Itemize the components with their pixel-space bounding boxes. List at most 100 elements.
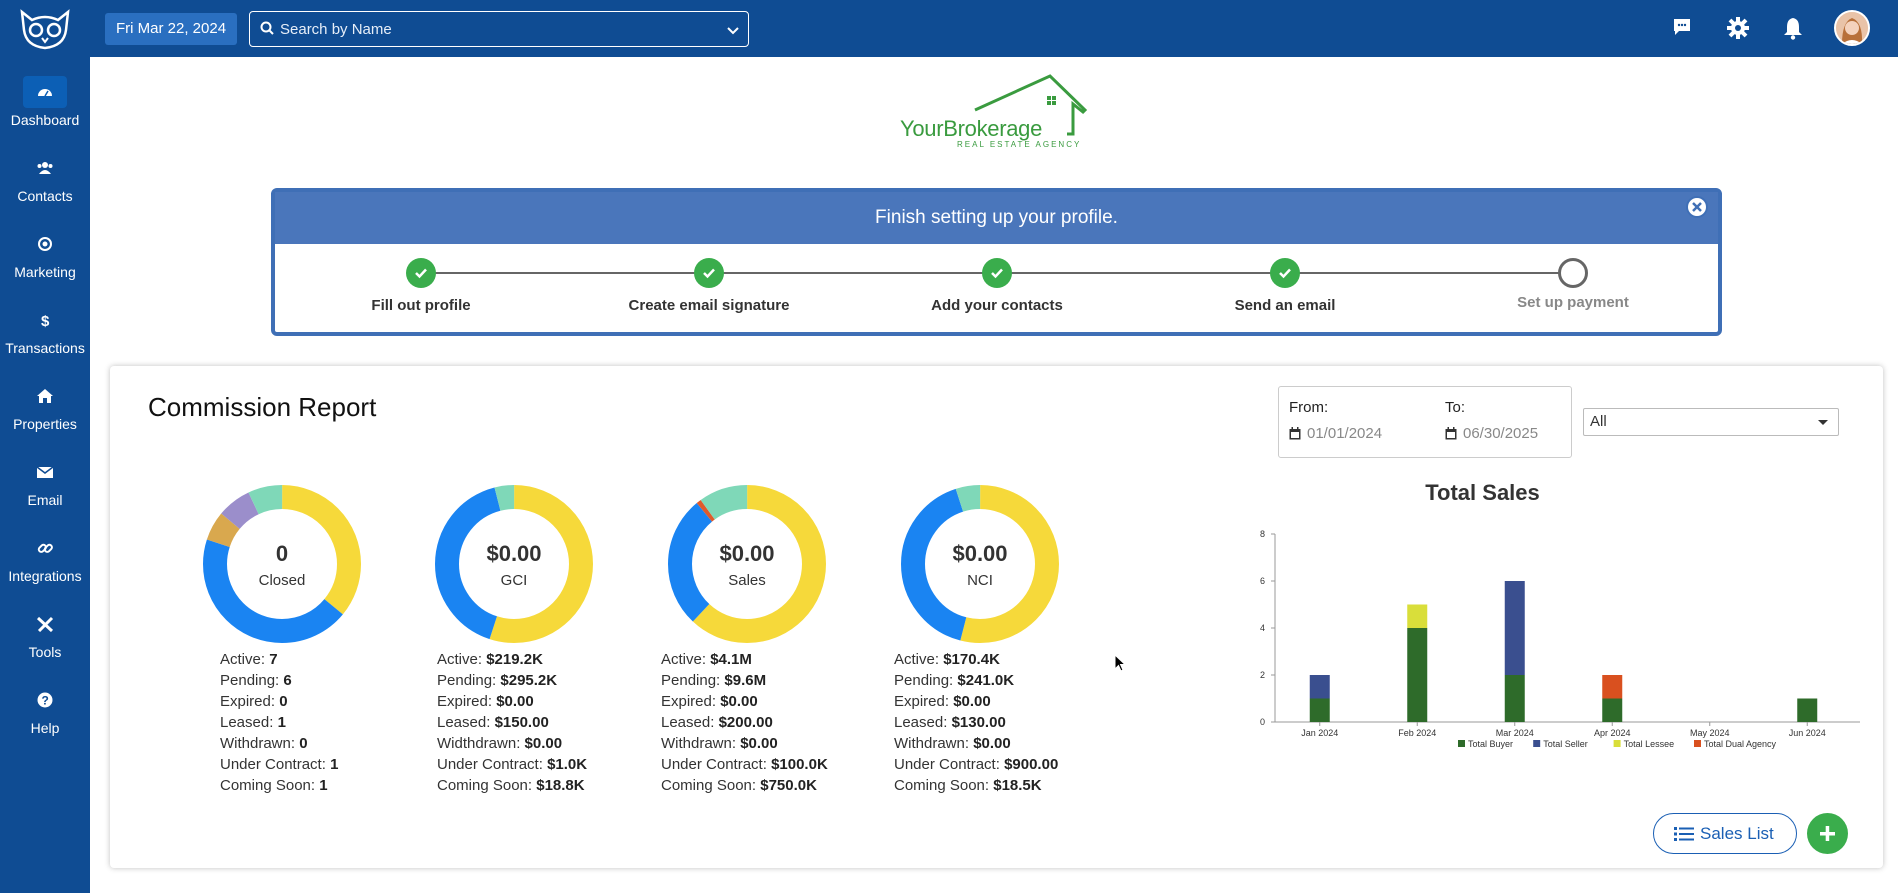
envelope-icon <box>23 456 67 488</box>
setup-step[interactable]: Fill out profile <box>321 258 521 314</box>
bar-total-buyer <box>1407 628 1428 722</box>
stat-value: 0 <box>279 693 288 710</box>
avatar[interactable] <box>1834 10 1870 46</box>
current-date[interactable]: Fri Mar 22, 2024 <box>105 13 238 45</box>
caret-down-icon <box>1818 420 1828 425</box>
stat-value: 1 <box>330 756 339 773</box>
stat-row: Leased: 1 <box>220 712 338 733</box>
stat-row: Leased: $200.00 <box>661 712 828 733</box>
setup-step[interactable]: Set up payment <box>1473 258 1673 311</box>
donut-value: 0 <box>275 541 289 566</box>
link-icon <box>23 532 67 564</box>
to-date-field[interactable]: 06/30/2025 <box>1445 425 1538 444</box>
y-tick-label: 2 <box>1260 670 1265 680</box>
step-label: Set up payment <box>1517 294 1629 311</box>
sidebar-item-label: Properties <box>13 416 77 432</box>
legend-label: Total Buyer <box>1468 739 1513 749</box>
stat-key: Active: <box>894 651 940 668</box>
donut-segment <box>435 485 593 643</box>
topbar: Fri Mar 22, 2024 <box>90 0 1898 57</box>
search-icon <box>260 21 274 40</box>
x-tick-label: Apr 2024 <box>1594 728 1631 738</box>
stat-value: $18.8K <box>536 777 585 794</box>
x-tick-label: Jan 2024 <box>1301 728 1338 738</box>
legend-label: Total Seller <box>1543 739 1588 749</box>
bell-icon[interactable] <box>1782 16 1808 42</box>
stat-key: Expired: <box>661 693 717 710</box>
step-label: Send an email <box>1234 297 1336 314</box>
sales-list-button[interactable]: Sales List <box>1653 813 1797 854</box>
chat-icon[interactable] <box>1671 16 1697 42</box>
donut-segment <box>203 485 361 643</box>
sidebar-item-email[interactable]: Email <box>0 446 90 522</box>
donut-stats: Active: $170.4K Pending: $241.0K Expired: … <box>894 649 1058 796</box>
sales-list-label: Sales List <box>1700 824 1774 843</box>
donut-chart-nci: $0.00 NCI <box>900 484 1060 644</box>
stat-key: Active: <box>661 651 707 668</box>
sidebar-item-label: Help <box>30 720 60 736</box>
setup-step[interactable]: Add your contacts <box>897 258 1097 314</box>
close-icon[interactable] <box>1686 196 1708 218</box>
stat-key: Coming Soon: <box>437 777 533 794</box>
chevron-down-icon[interactable] <box>726 23 740 41</box>
filter-select[interactable]: All <box>1583 408 1839 436</box>
stat-row: Active: $4.1M <box>661 649 828 670</box>
sidebar-item-dashboard[interactable]: Dashboard <box>0 66 90 142</box>
stat-row: Withdrawn: $0.00 <box>661 733 828 754</box>
stat-row: Leased: $150.00 <box>437 712 587 733</box>
stat-key: Active: <box>437 651 483 668</box>
stat-value: 1 <box>319 777 328 794</box>
sidebar-item-help[interactable]: ? Help <box>0 674 90 750</box>
sidebar-item-tools[interactable]: Tools <box>0 598 90 674</box>
search-box[interactable] <box>249 11 749 47</box>
stat-key: Active: <box>220 651 266 668</box>
sidebar-item-properties[interactable]: Properties <box>0 370 90 446</box>
search-input[interactable] <box>280 19 700 39</box>
stat-key: Expired: <box>220 693 276 710</box>
stat-row: Under Contract: $100.0K <box>661 754 828 775</box>
y-tick-label: 4 <box>1260 623 1265 633</box>
bar-total-buyer <box>1309 698 1330 722</box>
sidebar-item-integrations[interactable]: Integrations <box>0 522 90 598</box>
bullseye-icon <box>23 228 67 260</box>
stat-row: Pending: $9.6M <box>661 670 828 691</box>
setup-step[interactable]: Send an email <box>1185 258 1385 314</box>
check-icon <box>694 258 724 288</box>
brand-tagline: REAL ESTATE AGENCY <box>957 140 1082 149</box>
bar-total-lessee <box>1407 604 1428 628</box>
question-icon: ? <box>23 684 67 716</box>
stat-key: Leased: <box>661 714 715 731</box>
donut-chart-gci: $0.00 GCI <box>434 484 594 644</box>
setup-step[interactable]: Create email signature <box>609 258 809 314</box>
from-date-field[interactable]: 01/01/2024 <box>1289 425 1382 444</box>
bar-total-dual-agency <box>1602 675 1623 699</box>
stat-row: Under Contract: $1.0K <box>437 754 587 775</box>
sidebar-item-label: Email <box>27 492 63 508</box>
stat-row: Under Contract: 1 <box>220 754 338 775</box>
stat-row: Under Contract: $900.00 <box>894 754 1058 775</box>
sidebar-item-label: Contacts <box>17 188 73 204</box>
sidebar: Dashboard Contacts Marketing $ Transactions P… <box>0 0 90 893</box>
stat-key: Under Contract: <box>220 756 326 773</box>
sidebar-item-contacts[interactable]: Contacts <box>0 142 90 218</box>
stat-row: Pending: $295.2K <box>437 670 587 691</box>
donut-chart-sales: $0.00 Sales <box>667 484 827 644</box>
donut-stats: Active: 7 Pending: 6 Expired: 0 Leased: 1 Wi… <box>220 649 338 796</box>
stat-row: Active: 7 <box>220 649 338 670</box>
add-button[interactable] <box>1807 813 1848 854</box>
sidebar-item-marketing[interactable]: Marketing <box>0 218 90 294</box>
stat-value: $0.00 <box>524 735 563 752</box>
stat-value: $219.2K <box>486 651 543 668</box>
donut-segment <box>435 485 593 643</box>
stat-row: Expired: $0.00 <box>661 691 828 712</box>
stat-key: Leased: <box>437 714 491 731</box>
stat-key: Coming Soon: <box>220 777 316 794</box>
total-sales-chart: Total Sales 0 2 4 6 8 Jan 2024 Feb 2024 Mar 202… <box>1130 466 1880 756</box>
sidebar-item-transactions[interactable]: $ Transactions <box>0 294 90 370</box>
stat-row: Widthdrawn: $0.00 <box>437 733 587 754</box>
owl-logo[interactable] <box>18 8 72 50</box>
gear-icon[interactable] <box>1726 16 1752 42</box>
stat-key: Leased: <box>220 714 274 731</box>
stat-value: $0.00 <box>496 693 534 710</box>
chart-title: Total Sales <box>1425 480 1540 505</box>
